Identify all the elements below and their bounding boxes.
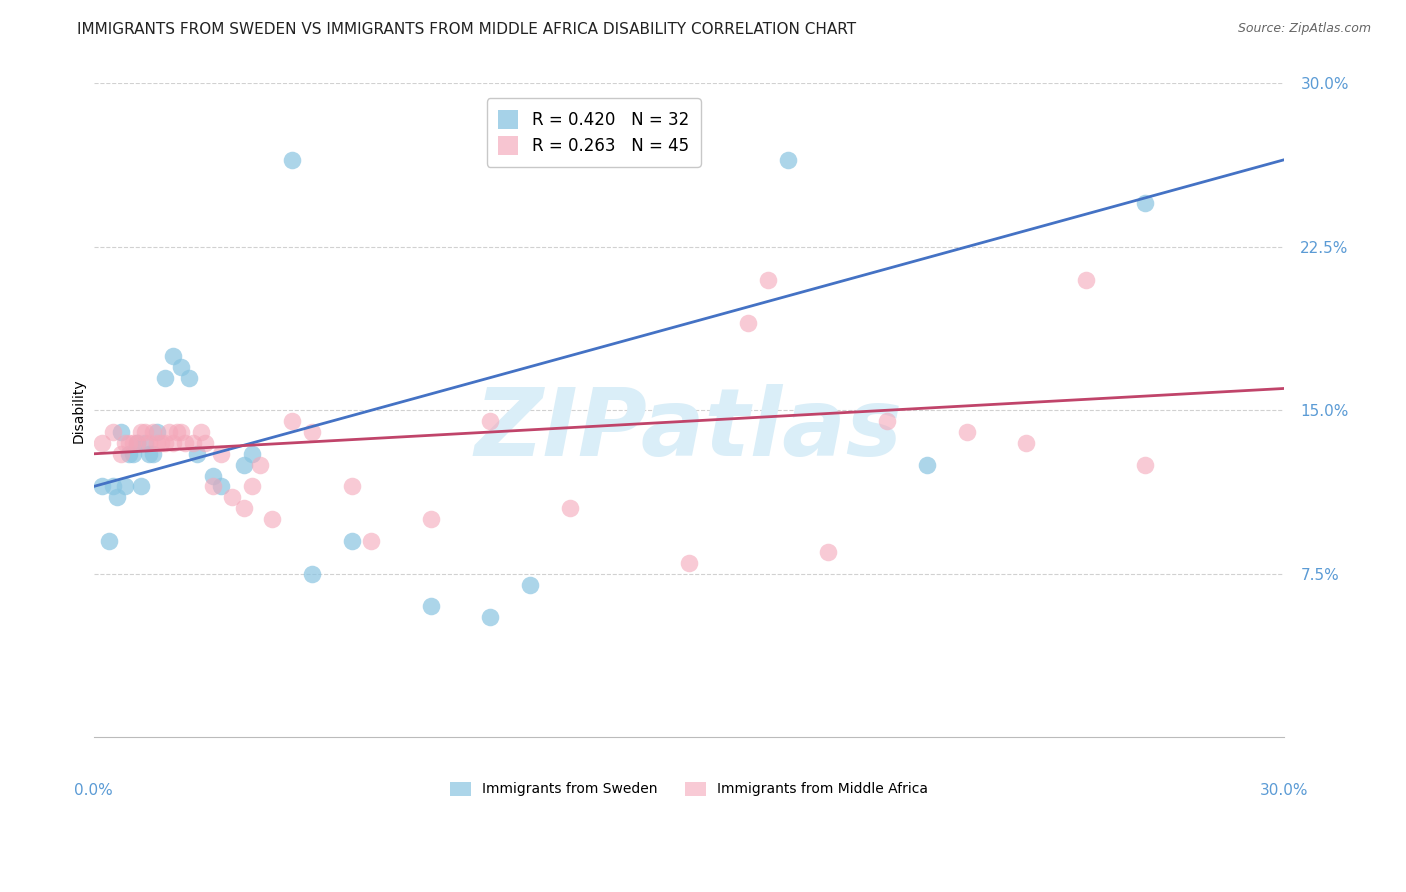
Point: [142, 447, 165, 461]
Point: [173, 436, 195, 450]
Point: [103, 479, 125, 493]
Point: [98, 533, 121, 548]
Point: [129, 425, 152, 439]
Point: [105, 491, 128, 505]
Point: [162, 349, 184, 363]
Point: [558, 501, 581, 516]
Text: Source: ZipAtlas.com: Source: ZipAtlas.com: [1237, 22, 1371, 36]
Point: [170, 425, 193, 439]
Point: [138, 447, 160, 461]
Point: [110, 425, 132, 439]
Point: [281, 414, 304, 428]
Point: [221, 491, 243, 505]
Point: [90, 436, 112, 450]
Point: [1015, 436, 1038, 450]
Point: [479, 610, 502, 624]
Point: [157, 425, 180, 439]
Point: [301, 566, 323, 581]
Point: [420, 599, 443, 614]
Point: [756, 272, 779, 286]
Point: [209, 447, 232, 461]
Point: [479, 414, 502, 428]
Point: [153, 436, 176, 450]
Point: [420, 512, 443, 526]
Point: [114, 436, 136, 450]
Point: [134, 436, 156, 450]
Point: [340, 479, 363, 493]
Point: [194, 436, 217, 450]
Legend: Immigrants from Sweden, Immigrants from Middle Africa: Immigrants from Sweden, Immigrants from …: [444, 776, 934, 802]
Point: [240, 479, 263, 493]
Point: [122, 436, 145, 450]
Text: 0.0%: 0.0%: [75, 783, 112, 797]
Point: [340, 533, 363, 548]
Point: [201, 479, 224, 493]
Point: [129, 479, 152, 493]
Point: [153, 370, 176, 384]
Text: 30.0%: 30.0%: [1260, 783, 1309, 797]
Point: [262, 512, 284, 526]
Point: [170, 359, 193, 374]
Point: [233, 501, 256, 516]
Point: [177, 370, 200, 384]
Point: [134, 425, 156, 439]
Point: [190, 425, 212, 439]
Point: [201, 468, 224, 483]
Point: [301, 425, 323, 439]
Point: [150, 436, 173, 450]
Point: [138, 436, 160, 450]
Text: IMMIGRANTS FROM SWEDEN VS IMMIGRANTS FROM MIDDLE AFRICA DISABILITY CORRELATION C: IMMIGRANTS FROM SWEDEN VS IMMIGRANTS FRO…: [77, 22, 856, 37]
Text: ZIPatlas: ZIPatlas: [475, 384, 903, 475]
Point: [127, 436, 149, 450]
Point: [737, 316, 759, 330]
Point: [166, 425, 188, 439]
Point: [127, 436, 149, 450]
Point: [162, 436, 184, 450]
Point: [249, 458, 271, 472]
Y-axis label: Disability: Disability: [72, 378, 86, 442]
Point: [915, 458, 938, 472]
Point: [146, 425, 169, 439]
Point: [118, 447, 141, 461]
Point: [519, 577, 541, 591]
Point: [281, 153, 304, 167]
Point: [778, 153, 800, 167]
Point: [110, 447, 132, 461]
Point: [118, 436, 141, 450]
Point: [122, 447, 145, 461]
Point: [209, 479, 232, 493]
Point: [360, 533, 382, 548]
Point: [233, 458, 256, 472]
Point: [1135, 458, 1157, 472]
Point: [181, 436, 204, 450]
Point: [1074, 272, 1097, 286]
Point: [103, 425, 125, 439]
Point: [146, 436, 169, 450]
Point: [114, 479, 136, 493]
Point: [90, 479, 112, 493]
Point: [678, 556, 700, 570]
Point: [876, 414, 898, 428]
Point: [142, 425, 165, 439]
Point: [1135, 196, 1157, 211]
Point: [956, 425, 979, 439]
Point: [186, 447, 208, 461]
Point: [240, 447, 263, 461]
Point: [817, 545, 839, 559]
